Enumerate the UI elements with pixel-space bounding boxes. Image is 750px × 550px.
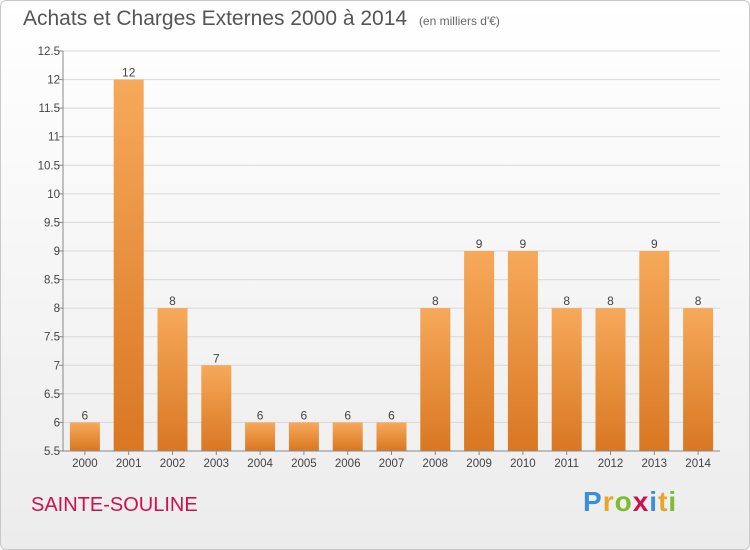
y-tick-label: 12: [47, 75, 60, 87]
x-tick-label: 2003: [204, 458, 230, 470]
y-tick-label: 5.5: [44, 446, 60, 458]
chart-title-text: Achats et Charges Externes 2000 à 2014: [23, 7, 408, 30]
chart-title: Achats et Charges Externes 2000 à 2014 (…: [23, 7, 500, 31]
bar-value-label: 6: [257, 408, 264, 422]
bar-value-label: 8: [432, 294, 439, 308]
x-tick-label: 2014: [685, 458, 711, 470]
proxiti-logo: Proxiti: [583, 486, 677, 518]
logo-letter: i: [649, 486, 659, 517]
x-tick-label: 2000: [72, 458, 98, 470]
bar-value-label: 7: [213, 351, 220, 365]
logo-letter: t: [658, 486, 669, 517]
y-tick-label: 7: [54, 360, 60, 372]
x-tick-label: 2010: [510, 458, 536, 470]
bar-value-label: 6: [388, 408, 395, 422]
bar-2005: [288, 422, 319, 451]
chart-subtitle: (en milliers d'€): [418, 14, 500, 28]
bar-value-label: 6: [82, 408, 89, 422]
y-tick-label: 12.5: [38, 46, 60, 58]
x-tick-label: 2005: [291, 458, 317, 470]
x-tick-label: 2004: [247, 458, 273, 470]
logo-letter: P: [583, 486, 603, 517]
bar-2010: [507, 251, 538, 451]
bar-2008: [420, 308, 451, 451]
bar-value-label: 9: [651, 237, 658, 251]
bar-value-label: 8: [607, 294, 614, 308]
bar-value-label: 12: [122, 66, 136, 80]
y-tick-label: 6: [54, 417, 60, 429]
logo-letter: r: [602, 486, 615, 517]
bar-2000: [69, 422, 100, 451]
x-tick-label: 2006: [335, 458, 361, 470]
logo-letter: x: [632, 486, 650, 517]
bar-value-label: 8: [695, 294, 702, 308]
x-tick-label: 2007: [379, 458, 405, 470]
bar-value-label: 9: [476, 237, 483, 251]
x-tick-label: 2013: [642, 458, 668, 470]
x-tick-label: 2002: [160, 458, 186, 470]
bar-2001: [113, 79, 144, 452]
bar-value-label: 6: [301, 408, 308, 422]
bar-2002: [157, 308, 188, 451]
y-tick-label: 8: [54, 303, 60, 315]
y-tick-label: 6.5: [44, 389, 60, 401]
y-tick-label: 10.5: [38, 160, 60, 172]
x-tick-label: 2011: [554, 458, 579, 470]
bar-2014: [683, 308, 714, 451]
y-tick-label: 8.5: [44, 275, 60, 287]
bar-2009: [464, 251, 495, 451]
logo-letter: o: [614, 486, 633, 517]
bar-2004: [245, 422, 276, 451]
bar-2003: [201, 365, 232, 451]
bar-2012: [595, 308, 626, 451]
x-tick-label: 2001: [116, 458, 142, 470]
x-tick-label: 2009: [466, 458, 492, 470]
y-tick-label: 11.5: [38, 103, 60, 115]
bar-2013: [639, 251, 670, 451]
x-tick-label: 2008: [423, 458, 449, 470]
y-tick-label: 10: [47, 189, 60, 201]
bar-value-label: 8: [169, 294, 176, 308]
bar-2007: [376, 422, 407, 451]
bar-value-label: 9: [520, 237, 527, 251]
y-tick-label: 9.5: [44, 217, 60, 229]
commune-name: SAINTE-SOULINE: [31, 494, 198, 516]
y-tick-label: 11: [48, 132, 60, 144]
bar-value-label: 6: [344, 408, 351, 422]
y-tick-label: 7.5: [44, 332, 60, 344]
logo-letter: i: [668, 486, 678, 517]
bar-value-label: 8: [563, 294, 570, 308]
y-tick-label: 9: [54, 246, 60, 258]
bar-2006: [332, 422, 363, 451]
bar-2011: [551, 308, 582, 451]
x-tick-label: 2012: [598, 458, 624, 470]
